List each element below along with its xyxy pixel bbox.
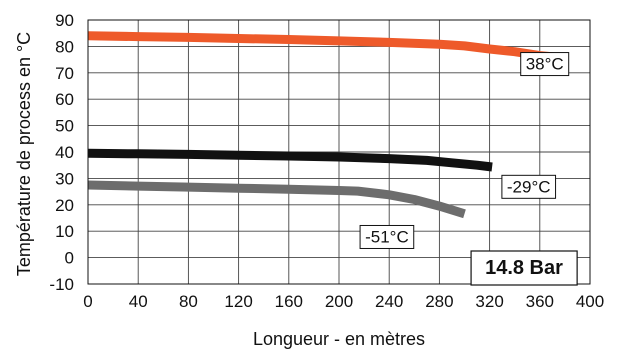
series-label-text: -29°C xyxy=(507,177,551,196)
y-tick-label: 40 xyxy=(55,143,74,162)
x-tick-label: 200 xyxy=(325,292,353,311)
x-tick-label: 280 xyxy=(425,292,453,311)
series-line-0 xyxy=(87,31,561,62)
pressure-badge-box xyxy=(470,250,578,286)
series-label-1: -29°C xyxy=(501,174,557,199)
x-axis-title: Longueur - en mètres xyxy=(253,329,425,349)
series-label-text: 38°C xyxy=(526,55,564,74)
y-tick-label: -10 xyxy=(49,275,74,294)
series-layer xyxy=(87,31,561,219)
x-tick-label: 0 xyxy=(83,292,92,311)
pressure-badge: 14.8 Bar xyxy=(470,250,578,286)
y-tick-label: 10 xyxy=(55,222,74,241)
y-axis-ticks: -10 0 10 20 30 40 50 60 70 80 90 xyxy=(49,11,74,294)
series-label-box xyxy=(501,174,557,199)
x-tick-label: 360 xyxy=(526,292,554,311)
y-tick-label: 60 xyxy=(55,90,74,109)
series-label-0: 38°C xyxy=(520,52,570,77)
series-line-1 xyxy=(87,148,493,172)
x-axis-ticks: 0 40 80 120 160 200 240 280 320 360 400 xyxy=(83,292,604,311)
y-tick-label: 30 xyxy=(55,169,74,188)
plot-frame xyxy=(87,19,591,285)
x-tick-label: 120 xyxy=(224,292,252,311)
series-label-2: -51°C xyxy=(359,224,415,249)
series-label-text: -51°C xyxy=(365,227,409,246)
y-tick-label: 50 xyxy=(55,117,74,136)
y-tick-label: 90 xyxy=(55,11,74,30)
x-tick-label: 40 xyxy=(129,292,148,311)
y-tick-label: 0 xyxy=(65,249,74,268)
x-tick-label: 400 xyxy=(576,292,604,311)
x-tick-label: 320 xyxy=(475,292,503,311)
series-label-box xyxy=(359,224,415,249)
y-tick-label: 20 xyxy=(55,196,74,215)
y-axis-title: Température de process en °C xyxy=(14,32,34,276)
y-tick-label: 70 xyxy=(55,64,74,83)
x-tick-label: 240 xyxy=(375,292,403,311)
x-tick-label: 80 xyxy=(179,292,198,311)
series-line-2 xyxy=(87,180,466,219)
pressure-badge-label: 14.8 Bar xyxy=(485,257,563,279)
series-label-box xyxy=(520,52,570,77)
x-tick-label: 160 xyxy=(275,292,303,311)
annotation-layer: 38°C -29°C -51°C xyxy=(359,52,570,249)
y-tick-label: 80 xyxy=(55,37,74,56)
